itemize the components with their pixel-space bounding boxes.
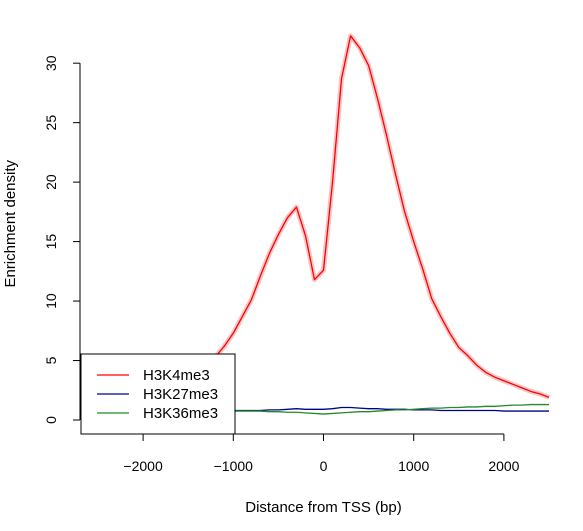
legend-label: H3K27me3 — [143, 386, 218, 403]
x-ticks: −2000 −1000 0 1000 2000 — [123, 434, 520, 474]
y-tick-label: 5 — [43, 356, 59, 364]
x-tick-label: −1000 — [214, 458, 254, 474]
x-tick-label: −2000 — [123, 458, 163, 474]
h3k4me3-ribbon — [98, 33, 550, 404]
y-tick-label: 15 — [43, 234, 59, 250]
x-tick-label: 2000 — [488, 458, 519, 474]
x-axis-title: Distance from TSS (bp) — [245, 499, 401, 516]
y-tick-label: 30 — [43, 55, 59, 71]
y-tick-label: 10 — [43, 293, 59, 309]
y-tick-label: 25 — [43, 115, 59, 131]
legend-label: H3K4me3 — [143, 367, 210, 384]
y-ticks: 0 5 10 15 20 25 30 — [43, 55, 80, 424]
axes: −2000 −1000 0 1000 2000 0 5 10 15 20 25 30 — [43, 55, 520, 474]
x-tick-label: 1000 — [398, 458, 429, 474]
x-tick-label: 0 — [320, 458, 328, 474]
y-axis-title: Enrichment density — [2, 159, 19, 287]
legend: H3K4me3 H3K27me3 H3K36me3 — [80, 353, 236, 435]
legend-label: H3K36me3 — [143, 405, 218, 422]
y-tick-label: 0 — [43, 416, 59, 424]
series-line-h3k4me3 — [98, 35, 550, 402]
y-tick-label: 20 — [43, 174, 59, 190]
